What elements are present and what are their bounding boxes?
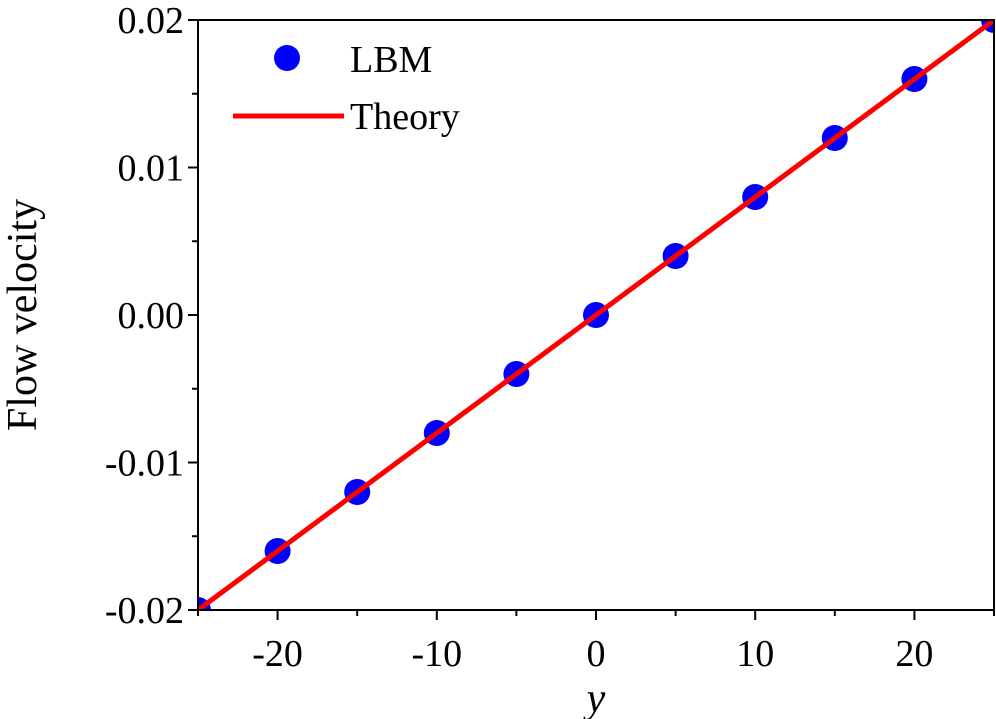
y-tick-label: 0.02 xyxy=(118,0,185,42)
legend-lbm-label: LBM xyxy=(350,39,432,81)
x-tick-label: -10 xyxy=(411,633,462,675)
plot-clip-group xyxy=(198,20,994,610)
axes: -20 -10 0 10 20 -0.02 -0.01 0.00 0.01 0.02 xyxy=(105,0,995,675)
x-tick-label: -20 xyxy=(252,633,303,675)
plot-area xyxy=(198,20,994,610)
legend-lbm-marker xyxy=(274,45,300,71)
x-tick-label: 10 xyxy=(736,633,774,675)
legend: LBM Theory xyxy=(233,39,460,138)
y-tick-label: -0.01 xyxy=(105,443,184,485)
y-tick-label: -0.02 xyxy=(105,590,184,632)
y-tick-label: 0.00 xyxy=(118,295,185,337)
x-tick-label: 20 xyxy=(895,633,933,675)
y-axis-label: Flow velocity xyxy=(0,199,46,431)
x-tick-label: 0 xyxy=(587,633,606,675)
theory-line xyxy=(198,20,994,610)
x-axis-label: y xyxy=(583,676,606,719)
legend-theory-label: Theory xyxy=(350,96,460,138)
y-tick-label: 0.01 xyxy=(118,148,185,190)
